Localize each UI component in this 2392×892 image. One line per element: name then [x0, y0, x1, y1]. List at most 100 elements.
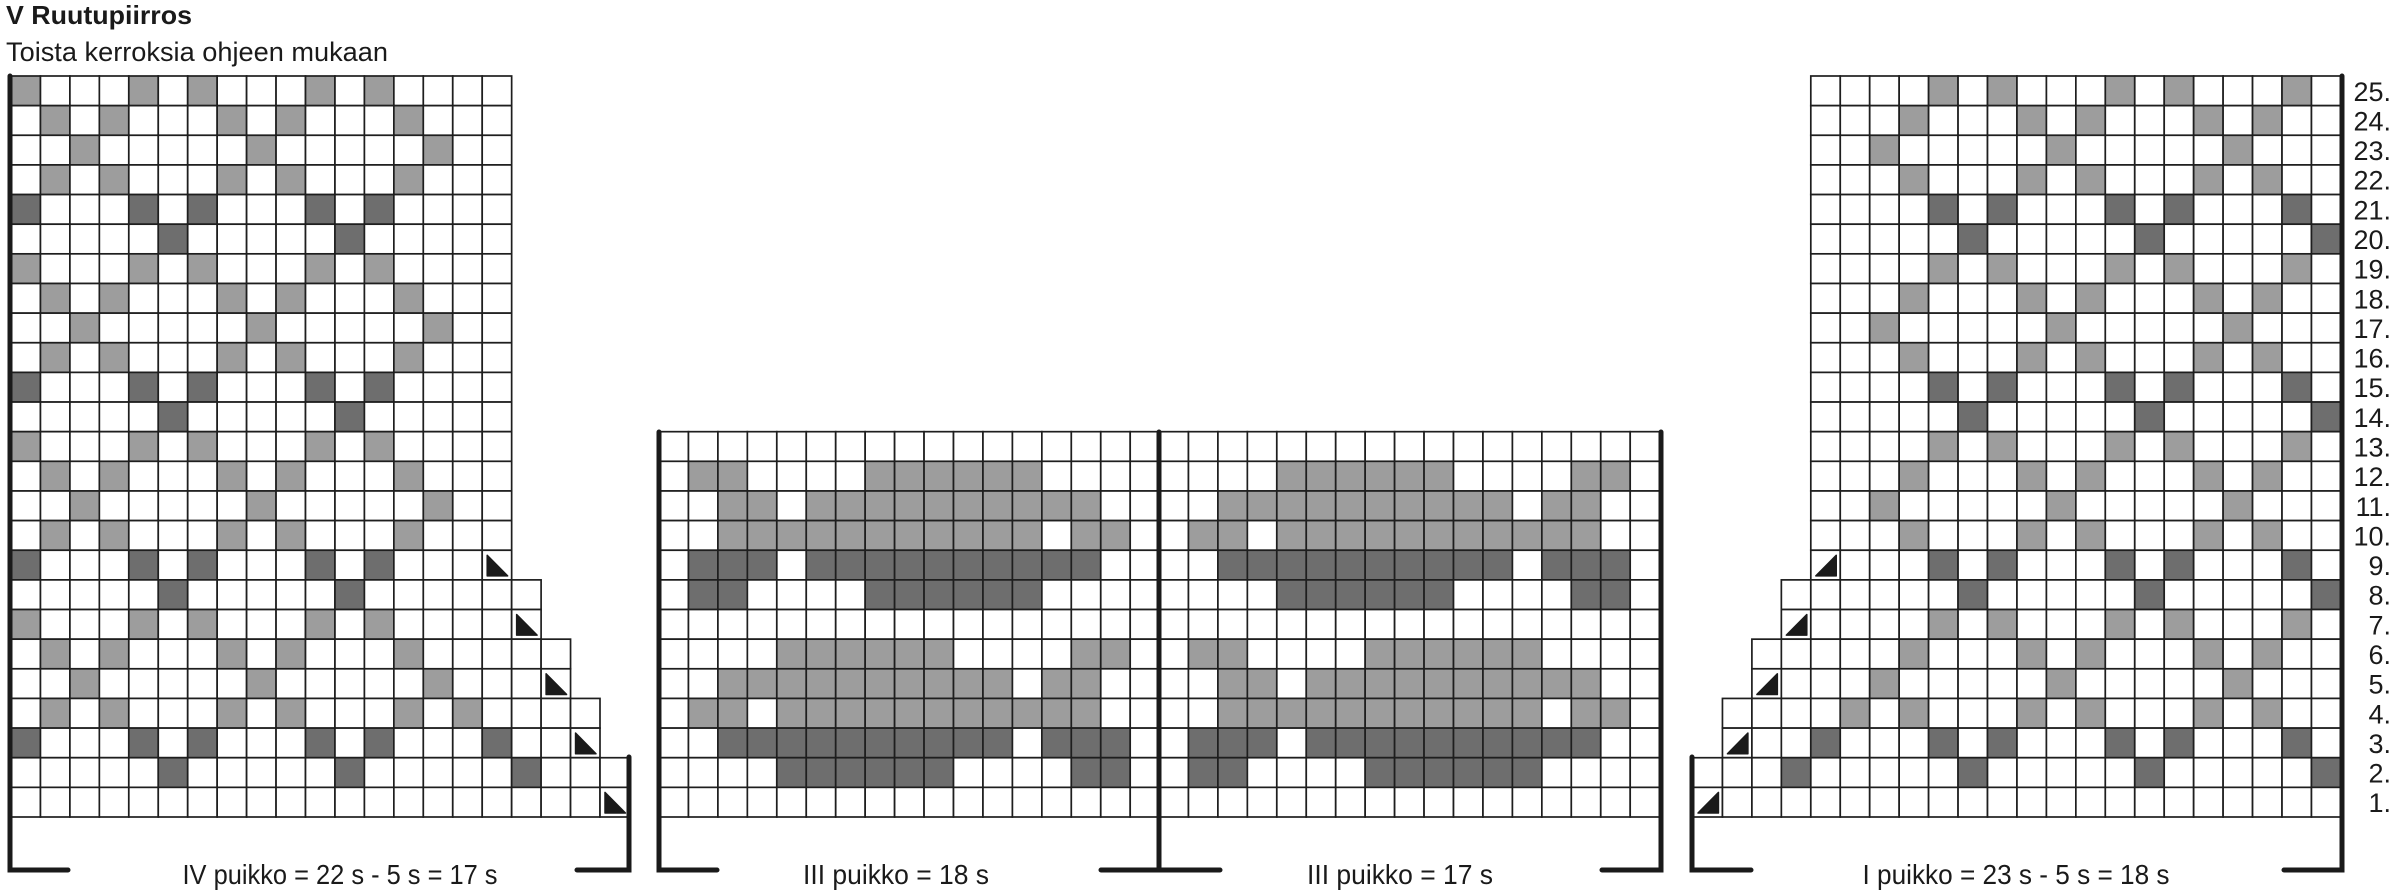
stitch-cell — [1011, 608, 1043, 641]
stitch-cell — [186, 312, 218, 344]
stitch-cell — [39, 134, 71, 166]
stitch-cell — [1868, 460, 1900, 492]
stitch-cell — [687, 667, 719, 700]
stitch-cell-light — [245, 312, 277, 344]
stitch-cell-light — [393, 519, 425, 552]
stitch-cell — [2045, 430, 2077, 463]
stitch-cell — [334, 460, 366, 492]
decrease-triangle-icon — [1785, 613, 1808, 636]
stitch-cell-light — [2251, 519, 2283, 552]
stitch-cell — [10, 164, 42, 196]
stitch-cell-light — [1099, 638, 1132, 670]
stitch-cell — [1540, 697, 1573, 729]
stitch-cell — [157, 430, 189, 463]
stitch-cell — [363, 223, 395, 255]
stitch-cell — [2045, 193, 2077, 226]
stitch-cell-light — [2251, 638, 2283, 670]
stitch-cell — [2281, 164, 2313, 196]
stitch-cell-dark — [1305, 579, 1337, 611]
stitch-cell — [1040, 519, 1073, 552]
stitch-cell — [1482, 430, 1514, 463]
stitch-cell-dark — [805, 756, 837, 789]
stitch-cell — [157, 104, 189, 137]
stitch-cell-light — [275, 460, 307, 492]
stitch-cell-dark — [1927, 549, 1959, 581]
stitch-cell — [2045, 282, 2077, 314]
stitch-cell — [216, 490, 248, 522]
stitch-cell — [2133, 430, 2166, 463]
stitch-cell — [2075, 608, 2107, 641]
stitch-cell — [1898, 134, 1930, 166]
stitch-cell — [1839, 608, 1871, 641]
stitch-cell-light — [1246, 490, 1278, 522]
stitch-cell — [2251, 579, 2283, 611]
stitch-cell — [1158, 430, 1190, 463]
stitch-cell-light — [717, 490, 749, 522]
stitch-cell — [1957, 282, 1989, 314]
stitch-cell — [1986, 401, 2018, 433]
stitch-cell-light — [923, 490, 955, 522]
stitch-cell-dark — [2104, 549, 2136, 581]
stitch-cell — [1364, 608, 1396, 641]
stitch-cell — [451, 341, 484, 374]
stitch-cell — [1158, 667, 1190, 700]
stitch-cell — [275, 401, 307, 433]
stitch-cell — [2104, 786, 2136, 818]
stitch-cell — [481, 193, 513, 226]
stitch-cell — [982, 756, 1014, 789]
stitch-cell — [1986, 282, 2018, 314]
stitch-cell-light — [864, 697, 896, 729]
stitch-cell-light — [10, 430, 42, 463]
stitch-cell-light — [10, 608, 42, 641]
stitch-cell — [481, 430, 513, 463]
stitch-cell-light — [1334, 697, 1366, 729]
stitch-cell-dark — [127, 727, 160, 759]
stitch-cell — [186, 697, 218, 729]
stitch-cell — [393, 786, 425, 818]
stitch-cell-dark — [1246, 549, 1278, 581]
stitch-cell — [69, 519, 101, 552]
stitch-cell — [1898, 223, 1930, 255]
stitch-cell — [2104, 134, 2136, 166]
stitch-cell-light — [1246, 697, 1278, 729]
stitch-cell — [304, 401, 336, 433]
stitch-cell — [1839, 341, 1871, 374]
stitch-cell-light — [1217, 638, 1249, 670]
stitch-cell — [540, 638, 572, 670]
stitch-cell — [2133, 490, 2166, 522]
stitch-cell-light — [363, 608, 395, 641]
stitch-cell — [245, 282, 277, 314]
stitch-cell — [1629, 490, 1661, 522]
stitch-cell — [540, 786, 572, 818]
stitch-cell-dark — [1393, 756, 1425, 789]
stitch-cell — [10, 638, 42, 670]
stitch-cell-dark — [1070, 727, 1102, 759]
stitch-cell — [127, 104, 160, 137]
stitch-cell-dark — [2281, 727, 2313, 759]
stitch-cell — [10, 756, 42, 789]
stitch-cell-dark — [746, 549, 778, 581]
stitch-cell — [805, 430, 837, 463]
stitch-cell — [451, 490, 484, 522]
row-number: 15. — [2353, 373, 2391, 403]
stitch-cell — [2045, 638, 2077, 670]
stitch-cell-dark — [2310, 223, 2342, 255]
stitch-cell-light — [2192, 697, 2224, 729]
stitch-cell — [1898, 312, 1930, 344]
stitch-cell — [923, 608, 955, 641]
stitch-cell — [422, 252, 454, 285]
decrease-triangle-icon — [574, 732, 597, 755]
stitch-cell — [39, 401, 71, 433]
stitch-cell — [186, 341, 218, 374]
stitch-cell — [2104, 460, 2136, 492]
stitch-cell — [1839, 756, 1871, 789]
stitch-cell — [2222, 341, 2254, 374]
stitch-cell — [510, 638, 542, 670]
stitch-cell — [481, 371, 513, 403]
stitch-cell — [2192, 727, 2224, 759]
stitch-cell — [2133, 312, 2166, 344]
stitch-cell — [451, 104, 484, 137]
stitch-cell-light — [834, 667, 867, 700]
stitch-cell — [363, 667, 395, 700]
stitch-cell — [304, 341, 336, 374]
